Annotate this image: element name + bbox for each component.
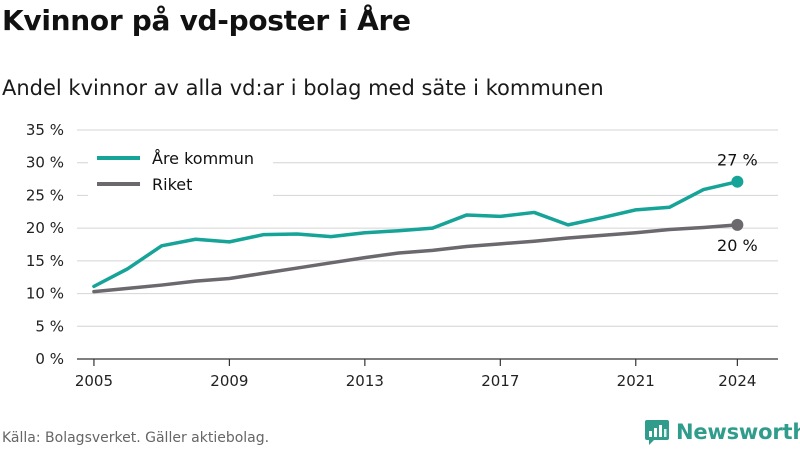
y-tick-label: 10 % (26, 285, 64, 303)
source-note: Källa: Bolagsverket. Gäller aktiebolag. (2, 430, 270, 446)
y-tick-label: 5 % (35, 317, 64, 335)
y-tick-label: 25 % (26, 186, 64, 204)
legend-label-0: Åre kommun (152, 149, 254, 168)
brand-name: Newsworthy (676, 420, 800, 444)
x-tick-label: 2024 (718, 372, 756, 390)
series-end-marker-0 (731, 175, 744, 188)
end-labels: 27 % 20 % (717, 151, 758, 255)
series-line-1 (92, 223, 740, 294)
y-tick-label: 15 % (26, 252, 64, 270)
end-value-label-1: 20 % (717, 236, 758, 255)
x-tick-label: 2013 (346, 372, 384, 390)
line-chart: 0 % 5 % 10 % 15 % 20 % 25 % 30 % 35 % 2005 2009 20… (26, 121, 778, 390)
y-tick-label: 0 % (35, 350, 64, 368)
y-tick-label: 30 % (26, 154, 64, 172)
series-end-marker-1 (731, 218, 744, 231)
y-tick-label: 20 % (26, 219, 64, 237)
legend-background (88, 140, 273, 198)
y-tick-label: 35 % (26, 121, 64, 139)
chart-title: Kvinnor på vd-poster i Åre (2, 4, 411, 37)
axes: 0 % 5 % 10 % 15 % 20 % 25 % 30 % 35 % 2005 2009 20… (26, 121, 778, 390)
newsworthy-logo-icon (645, 420, 669, 445)
legend-label-1: Riket (152, 175, 192, 194)
x-tick-label: 2005 (75, 372, 113, 390)
x-tick-label: 2021 (617, 372, 655, 390)
series-line-0 (92, 179, 740, 289)
x-tick-label: 2017 (481, 372, 519, 390)
legend: Åre kommun Riket (88, 140, 273, 198)
x-tick-label: 2009 (210, 372, 248, 390)
chart-subtitle: Andel kvinnor av alla vd:ar i bolag med … (2, 76, 604, 100)
end-value-label-0: 27 % (717, 151, 758, 170)
series-lines (92, 175, 744, 294)
brand-logo: Newsworthy (644, 418, 800, 446)
